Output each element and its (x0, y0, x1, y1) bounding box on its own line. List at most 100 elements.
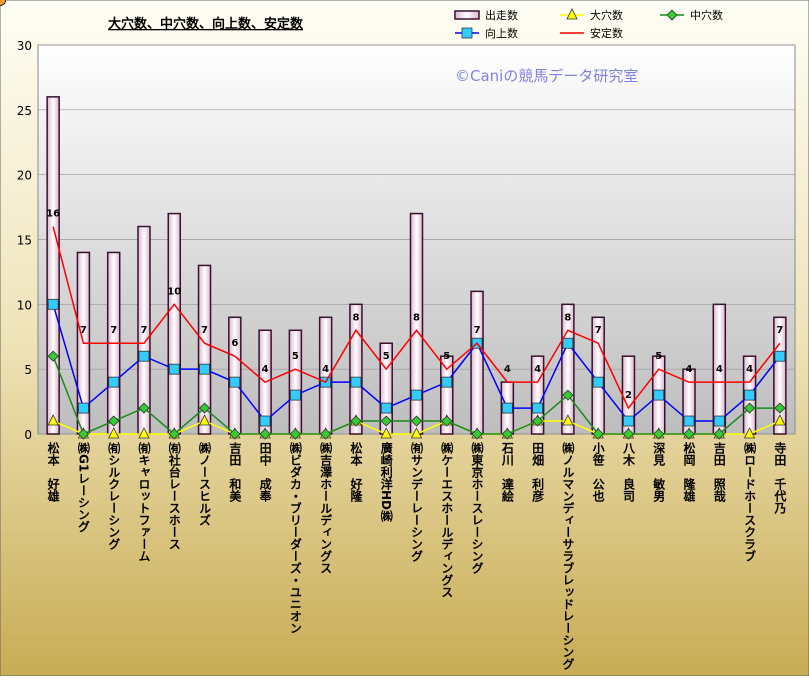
marker (471, 428, 483, 440)
legend-marker (566, 8, 578, 20)
y-tick-label: 5 (24, 363, 32, 377)
data-label: 8 (352, 312, 359, 323)
marker (229, 428, 241, 440)
marker (774, 350, 786, 362)
marker (47, 350, 59, 362)
data-label: 7 (776, 325, 783, 336)
bar (409, 212, 424, 435)
x-tick-label: 松本 好雄 (46, 441, 60, 503)
marker (713, 415, 725, 427)
legend-swatch (454, 10, 480, 20)
marker (744, 389, 755, 401)
bar (197, 264, 212, 435)
data-label: 7 (80, 325, 87, 336)
marker (562, 337, 574, 349)
marker (623, 415, 634, 427)
data-label: 6 (231, 338, 238, 349)
data-label: 8 (564, 312, 571, 323)
marker (411, 389, 422, 401)
marker (592, 428, 604, 440)
x-tick-label: ㈱吉澤ホールディングス (319, 441, 333, 574)
x-tick-label: ㈱東京ホースレーシング (470, 441, 484, 574)
marker (350, 376, 362, 388)
legend-label: 向上数 (485, 26, 518, 40)
data-label: 5 (292, 351, 299, 362)
legend-label: 安定数 (590, 26, 623, 40)
bar (288, 329, 303, 435)
marker (289, 389, 301, 401)
marker (441, 376, 453, 388)
marker (47, 414, 59, 426)
marker (78, 402, 89, 414)
watermark: ©Caniの競馬データ研究室 (455, 67, 638, 85)
data-label: 5 (443, 351, 450, 362)
x-tick-label: 松本 好隆 (349, 441, 363, 503)
x-tick-label: 田畑 利彦 (531, 442, 545, 503)
x-tick-label: 廣崎利洋HD㈱ (379, 441, 393, 523)
x-tick-label: 石川 達絵 (500, 442, 514, 503)
marker (138, 427, 150, 439)
marker (441, 415, 453, 427)
data-label: 7 (140, 325, 147, 336)
x-tick-label: ㈱ビダカ・ブリーダーズ・ユニオン (288, 441, 302, 634)
y-tick-label: 25 (17, 104, 32, 118)
legend-marker (666, 9, 678, 21)
marker (743, 427, 756, 439)
x-tick-label: ㈲社台レースホース (167, 441, 181, 550)
x-tick-label: 吉田 照哉 (712, 441, 726, 503)
y-tick-label: 0 (24, 428, 32, 442)
legend-label: 出走数 (485, 8, 518, 22)
y-tick-label: 30 (17, 39, 32, 53)
x-tick-label: ㈲サンデーレーシング (410, 441, 424, 562)
x-tick-label: ㈱ロードホースクラブ (743, 441, 757, 562)
marker (653, 389, 665, 401)
marker (198, 402, 211, 414)
x-tick-label: 松岡 隆雄 (682, 441, 696, 503)
x-tick-label: 田中 成奉 (258, 442, 272, 503)
data-label: 4 (686, 364, 693, 375)
marker (199, 363, 210, 375)
legend-marker (461, 27, 473, 39)
bar (470, 290, 484, 435)
legend-label: 中穴数 (690, 8, 723, 22)
x-tick-label: ㈱ノースヒルズ (198, 441, 212, 526)
marker (774, 414, 786, 426)
marker (562, 389, 574, 401)
data-label: 16 (46, 209, 60, 220)
data-label: 10 (167, 286, 181, 297)
marker (380, 415, 392, 427)
marker (683, 428, 695, 440)
marker (683, 415, 695, 427)
y-tick-label: 20 (17, 169, 32, 183)
data-label: 2 (625, 390, 632, 401)
marker (108, 427, 120, 439)
marker (168, 428, 180, 440)
x-tick-label: 小笹 公也 (591, 441, 605, 503)
bar (440, 355, 454, 435)
x-tick-label: 寺田 千代乃 (773, 441, 787, 515)
x-tick-label: ㈱ノルマンディーサラブレッドレーシング (561, 441, 575, 670)
marker (47, 298, 59, 310)
data-label: 4 (534, 364, 541, 375)
marker (229, 376, 241, 388)
marker (562, 414, 574, 426)
bar (46, 96, 60, 435)
marker (108, 415, 120, 427)
marker (532, 402, 544, 414)
marker (713, 428, 725, 440)
data-label: 5 (383, 351, 390, 362)
x-tick-label: 深見 敏男 (652, 441, 666, 503)
marker (320, 428, 332, 440)
marker (289, 428, 301, 440)
marker (259, 428, 271, 440)
marker (198, 414, 211, 426)
bar (228, 316, 242, 435)
marker (380, 427, 392, 439)
data-label: 7 (201, 325, 208, 336)
marker (653, 428, 665, 440)
data-label: 4 (262, 364, 269, 375)
x-tick-label: 吉田 和美 (228, 441, 242, 503)
marker (138, 402, 150, 414)
x-tick-label: ㈲シルクレーシング (107, 441, 121, 550)
